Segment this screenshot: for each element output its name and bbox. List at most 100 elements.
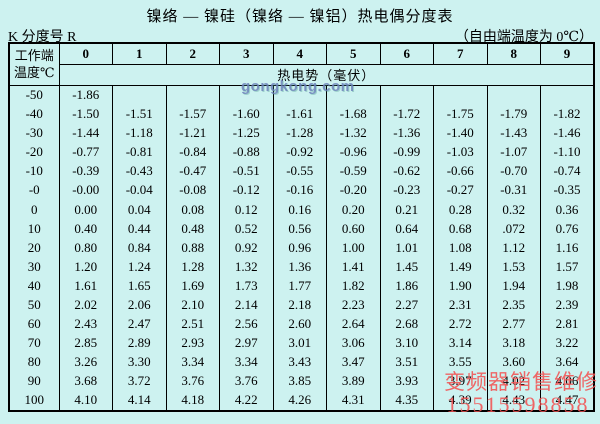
value-cell [112,85,167,105]
temp-cell: 10 [8,219,60,239]
value-cell: 1.77 [272,276,327,296]
value-cell: -1.36 [379,123,434,143]
col-header: 7 [433,43,488,65]
temp-cell: 50 [8,295,60,315]
value-cell: 3.97 [433,371,488,391]
value-cell: -1.40 [433,123,488,143]
value-cell: 0.16 [272,199,327,220]
value-cell: 1.08 [433,238,488,258]
value-cell: 3.93 [379,371,434,391]
value-cell: 0.48 [165,219,220,239]
value-cell: 3.76 [219,371,274,391]
subtitle-row: K 分度号 R （自由端温度为 0℃） [8,26,593,46]
value-cell: -1.21 [165,123,220,143]
value-cell: 3.30 [112,352,167,372]
value-cell: 3.06 [326,333,381,353]
value-cell: -1.82 [540,104,595,124]
value-cell: -1.79 [486,104,541,124]
value-cell: -1.03 [433,142,488,162]
value-cell: 1.16 [540,238,595,258]
value-cell: 2.85 [58,333,113,353]
value-cell: -1.32 [326,123,381,143]
value-cell: 4.14 [112,390,167,411]
value-cell: -1.25 [219,123,274,143]
value-cell: 0.32 [486,199,541,220]
temp-cell: -30 [8,123,60,143]
value-cell: -0.84 [165,142,220,162]
value-cell: -1.10 [540,142,595,162]
value-cell: 3.43 [272,352,327,372]
temp-cell: 40 [8,276,60,296]
col-header: 6 [379,43,434,65]
col-header: 2 [165,43,220,65]
col-header: 0 [58,43,113,65]
value-cell: 1.01 [379,238,434,258]
temp-cell: 0 [8,199,60,220]
value-cell: 3.51 [379,352,434,372]
value-cell: -1.60 [219,104,274,124]
value-cell: -1.28 [272,123,327,143]
value-cell: -1.75 [433,104,488,124]
value-cell: 2.47 [112,314,167,334]
value-cell: 0.56 [272,219,327,239]
value-cell: 3.10 [379,333,434,353]
table-row: 0 0.00 0.04 0.08 0.12 0.16 0.20 0.21 0.28 0.32 0.3… [8,199,595,220]
corner-header: 工作端 温度℃ [8,43,60,86]
value-cell: -0.92 [272,142,327,162]
temp-cell: 80 [8,352,60,372]
table-row: -0 -0.00 -0.04 -0.08 -0.12 -0.16 -0.20 -0.23 -0.… [8,180,595,200]
table-row: 100 4.10 4.14 4.18 4.22 4.26 4.31 4.35 4.39 4.43 4… [8,390,595,411]
value-cell: 1.90 [433,276,488,296]
value-cell: 1.65 [112,276,167,296]
value-cell: -0.99 [379,142,434,162]
col-header: 1 [112,43,167,65]
table-row: 40 1.61 1.65 1.69 1.73 1.77 1.82 1.86 1.90 1.94 1.… [8,276,595,296]
value-cell: 3.60 [486,352,541,372]
value-cell: -1.57 [165,104,220,124]
value-cell: 0.40 [58,219,113,239]
value-cell: 0.52 [219,219,274,239]
value-cell: 1.36 [272,257,327,277]
value-cell: 4.06 [540,371,595,391]
value-cell: 3.85 [272,371,327,391]
value-cell: 2.68 [379,314,434,334]
value-cell [379,85,434,105]
value-cell: -0.00 [58,180,113,200]
page-title: 镍络 — 镍硅（镍络 — 镍铝）热电偶分度表 [146,9,454,25]
value-cell [165,85,220,105]
value-cell [486,85,541,105]
value-cell [433,85,488,105]
value-cell: 2.27 [379,295,434,315]
value-cell: -0.23 [379,180,434,200]
temp-cell: -50 [8,85,60,105]
value-cell: 2.51 [165,314,220,334]
value-cell: 1.69 [165,276,220,296]
value-cell: 1.86 [379,276,434,296]
value-cell [540,85,595,105]
table-row: 10 0.40 0.44 0.48 0.52 0.56 0.60 0.64 0.68.072 0.… [8,219,595,239]
value-cell: 0.68 [433,219,488,239]
value-cell: -1.44 [58,123,113,143]
value-cell: 2.89 [112,333,167,353]
value-cell: 4.47 [540,390,595,411]
value-cell: 2.77 [486,314,541,334]
table-row: -50 -1.86 [8,85,595,105]
table-row: -30 -1.44 -1.18 -1.21 -1.25 -1.28 -1.32 -1.36 -1… [8,123,595,143]
value-cell: 0.21 [379,199,434,220]
col-header: 3 [219,43,274,65]
value-cell: 3.14 [433,333,488,353]
temp-cell: -0 [8,180,60,200]
value-cell: 3.01 [272,333,327,353]
value-cell: 0.80 [58,238,113,258]
value-cell [219,85,274,105]
value-cell: 1.41 [326,257,381,277]
value-cell: 3.34 [219,352,274,372]
value-cell: 2.39 [540,295,595,315]
value-cell: -0.81 [112,142,167,162]
emf-units-header: 热电势（毫伏） [58,64,595,86]
value-cell: 2.43 [58,314,113,334]
value-cell: -0.96 [326,142,381,162]
